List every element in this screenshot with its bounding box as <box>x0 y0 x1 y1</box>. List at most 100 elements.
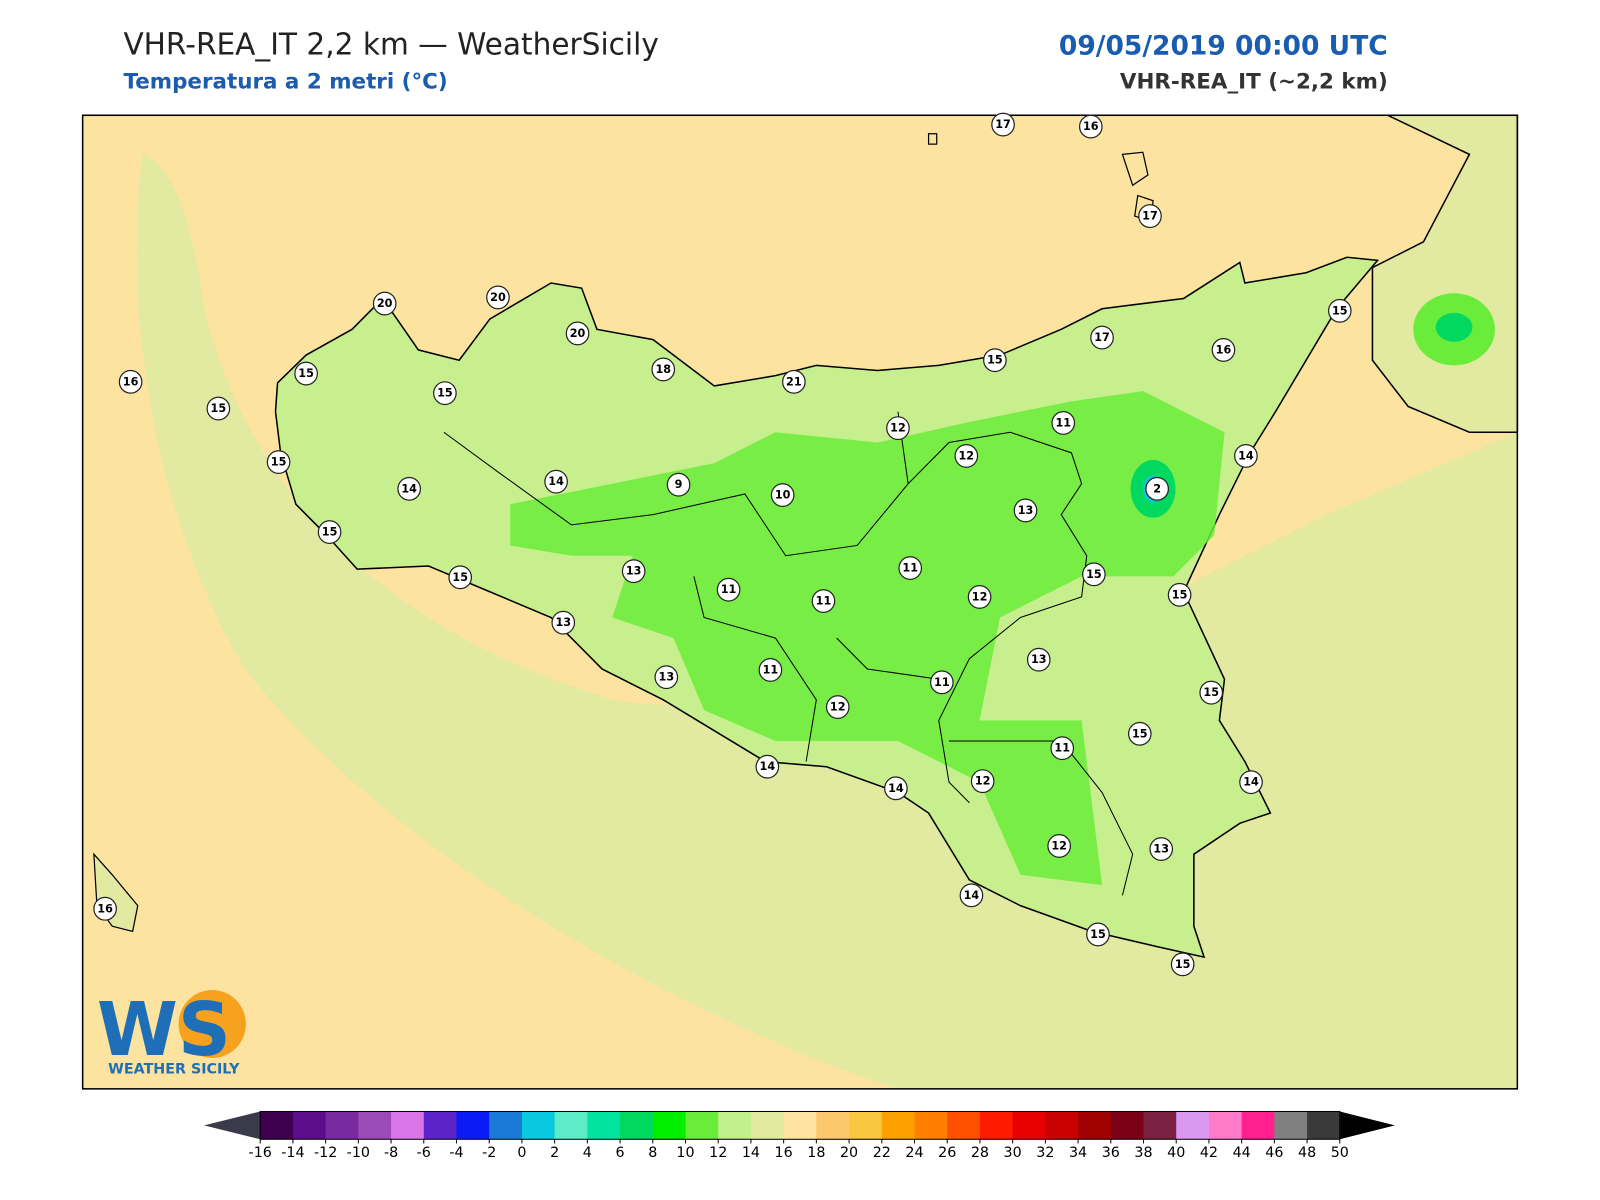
station-value: 15 <box>271 456 287 469</box>
station-value: 20 <box>377 297 393 310</box>
station-marker <box>317 520 342 545</box>
station-marker <box>1050 736 1075 761</box>
warm-patch <box>1435 312 1473 342</box>
station-marker <box>770 483 795 507</box>
station-marker <box>1145 476 1169 501</box>
colorbar-bin <box>1143 1111 1177 1140</box>
station-marker <box>1090 325 1114 350</box>
colorbar-bin <box>423 1111 458 1140</box>
station-value: 15 <box>1175 958 1191 971</box>
station-marker <box>486 285 510 310</box>
colorbar-over <box>1339 1111 1395 1140</box>
station-value: 13 <box>1031 653 1047 666</box>
colorbar-bin <box>652 1111 687 1140</box>
station-value: 12 <box>975 775 991 788</box>
station-value: 11 <box>902 562 918 575</box>
colorbar-tick-label: 16 <box>775 1145 793 1161</box>
station-value: 11 <box>1054 742 1070 755</box>
colorbar-bin <box>914 1111 948 1140</box>
colorbar-bin <box>1307 1111 1341 1140</box>
station-marker <box>1234 443 1258 468</box>
station-value: 18 <box>655 363 671 376</box>
station-marker <box>118 369 143 394</box>
station-marker <box>206 396 231 421</box>
station-marker <box>544 469 568 494</box>
station-marker <box>967 584 992 609</box>
station-value: 11 <box>1055 416 1071 429</box>
colorbar-bin <box>489 1111 523 1140</box>
station-marker <box>651 357 676 382</box>
station-marker <box>884 776 908 801</box>
station-value: 13 <box>659 671 675 684</box>
colorbar-tick-label: 48 <box>1298 1145 1316 1161</box>
colorbar-bin <box>260 1111 294 1140</box>
colorbar-tick-label: 0 <box>517 1145 526 1161</box>
station-marker <box>448 565 473 590</box>
colorbar-bin <box>849 1111 883 1140</box>
station-value: 15 <box>1332 304 1348 317</box>
station-value: 15 <box>211 402 227 415</box>
station-marker <box>1047 834 1072 858</box>
colorbar-tick-label: -14 <box>281 1145 304 1161</box>
station-value: 14 <box>964 889 980 902</box>
station-value: 15 <box>1086 568 1102 581</box>
colorbar-tick-label: 28 <box>971 1145 989 1161</box>
colorbar-tick-label: 8 <box>648 1145 657 1161</box>
colorbar-tick-label: 36 <box>1102 1145 1120 1161</box>
station-marker <box>372 291 397 316</box>
station-value: 11 <box>763 663 779 676</box>
colorbar-tick-label: 38 <box>1134 1145 1152 1161</box>
station-value: 13 <box>626 565 642 578</box>
station-value: 15 <box>298 367 314 380</box>
colorbar-bin <box>750 1111 785 1140</box>
station-value: 15 <box>452 571 468 584</box>
colorbar-bin <box>1110 1111 1145 1140</box>
station-marker <box>1078 114 1103 139</box>
colorbar-bin <box>1208 1111 1243 1140</box>
station-value: 11 <box>934 676 950 689</box>
colorbar-bin <box>685 1111 719 1140</box>
colorbar-bin <box>1078 1111 1112 1140</box>
colorbar-bin <box>292 1111 327 1140</box>
station-marker <box>1026 647 1051 672</box>
station-value: 16 <box>97 902 113 915</box>
station-marker <box>1149 837 1174 861</box>
station-marker <box>1239 770 1263 795</box>
colorbar-tick-label: 4 <box>583 1145 592 1161</box>
station-value: 17 <box>995 118 1011 131</box>
colorbar-frame <box>259 1110 1341 1140</box>
station-marker <box>811 589 836 613</box>
station-value: 17 <box>1142 210 1158 223</box>
colorbar-tick-label: 42 <box>1200 1145 1218 1161</box>
colorbar-tick-label: 2 <box>550 1145 559 1161</box>
station-marker <box>825 695 850 719</box>
station-marker <box>654 665 679 690</box>
station-marker <box>898 556 923 581</box>
colorbar-bin <box>456 1111 490 1140</box>
colorbar-tick-label: 20 <box>840 1145 858 1161</box>
colorbar-bin <box>620 1111 654 1140</box>
station-marker <box>930 670 954 695</box>
station-value: 9 <box>675 478 683 491</box>
station-marker <box>1327 298 1352 323</box>
colorbar-tick-label: -4 <box>449 1145 463 1161</box>
colorbar-tick-label: -2 <box>482 1145 496 1161</box>
station-marker <box>93 896 117 921</box>
station-value: 17 <box>1094 331 1110 344</box>
colorbar-bin <box>1176 1111 1210 1140</box>
colorbar-tick-label: -16 <box>249 1145 272 1161</box>
station-value: 14 <box>1238 449 1254 462</box>
station-marker <box>397 476 422 501</box>
map-frame <box>81 114 1519 1090</box>
colorbar-bin <box>325 1111 359 1140</box>
station-value: 11 <box>721 583 737 596</box>
colorbar-tick-label: -10 <box>347 1145 370 1161</box>
colorbar-tick-label: 26 <box>938 1145 956 1161</box>
logo-letters: WS <box>97 988 231 1073</box>
station-value: 13 <box>555 616 571 629</box>
colorbar: -16 -14 -12 -10 -8 -6 -4 -2 0 2 4 6 8 10 12 14 16 18 20 22 2… <box>204 1110 1395 1161</box>
station-marker <box>621 559 646 584</box>
station-marker <box>954 443 979 468</box>
